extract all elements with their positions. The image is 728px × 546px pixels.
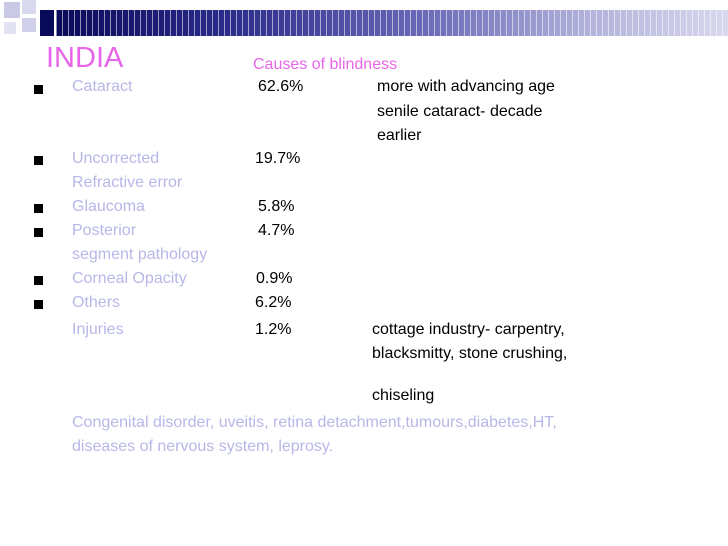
- cause-label-posterior: Posterior: [72, 222, 137, 239]
- cause-value-posterior: 4.7%: [258, 222, 295, 239]
- bullet-icon: [34, 276, 43, 285]
- deco-square: [22, 0, 36, 14]
- slide-title: INDIA: [46, 42, 124, 74]
- bullet-icon: [34, 156, 43, 165]
- cause-value-glaucoma: 5.8%: [258, 198, 295, 215]
- cause-note-line: senile cataract- decade: [377, 103, 543, 120]
- header-stripe-band: [56, 10, 728, 36]
- cause-value-injuries: 1.2%: [255, 321, 292, 338]
- deco-square: [22, 18, 36, 32]
- cause-value-refractive: 19.7%: [255, 150, 301, 167]
- cause-note-line: earlier: [377, 127, 422, 144]
- cause-label-refractive: Refractive error: [72, 174, 183, 191]
- cause-label-cataract: Cataract: [72, 78, 133, 95]
- header-decoration: [0, 0, 728, 40]
- cause-value-others: 6.2%: [255, 294, 292, 311]
- cause-label-glaucoma: Glaucoma: [72, 198, 145, 215]
- slide-subtitle: Causes of blindness: [253, 56, 398, 73]
- deco-square: [4, 2, 20, 18]
- injury-note-line: blacksmitty, stone crushing,: [372, 345, 568, 362]
- cause-label-others: Others: [72, 294, 121, 311]
- deco-square: [40, 10, 54, 36]
- injury-note-line: chiseling: [372, 387, 435, 404]
- cause-value-corneal: 0.9%: [256, 270, 293, 287]
- bullet-icon: [34, 300, 43, 309]
- bullet-icon: [34, 204, 43, 213]
- cause-value-cataract: 62.6%: [258, 78, 304, 95]
- cause-note-line: more with advancing age: [377, 78, 555, 95]
- injury-note-line: cottage industry- carpentry,: [372, 321, 565, 338]
- bullet-icon: [34, 228, 43, 237]
- deco-square: [4, 22, 16, 34]
- bullet-icon: [34, 85, 43, 94]
- other-causes-line: diseases of nervous system, leprosy.: [72, 438, 334, 455]
- cause-label-injuries: Injuries: [72, 321, 124, 338]
- cause-label-segment: segment pathology: [72, 246, 208, 263]
- cause-label-uncorrected: Uncorrected: [72, 150, 160, 167]
- other-causes-line: Congenital disorder, uveitis, retina det…: [72, 414, 557, 431]
- cause-label-corneal: Corneal Opacity: [72, 270, 187, 287]
